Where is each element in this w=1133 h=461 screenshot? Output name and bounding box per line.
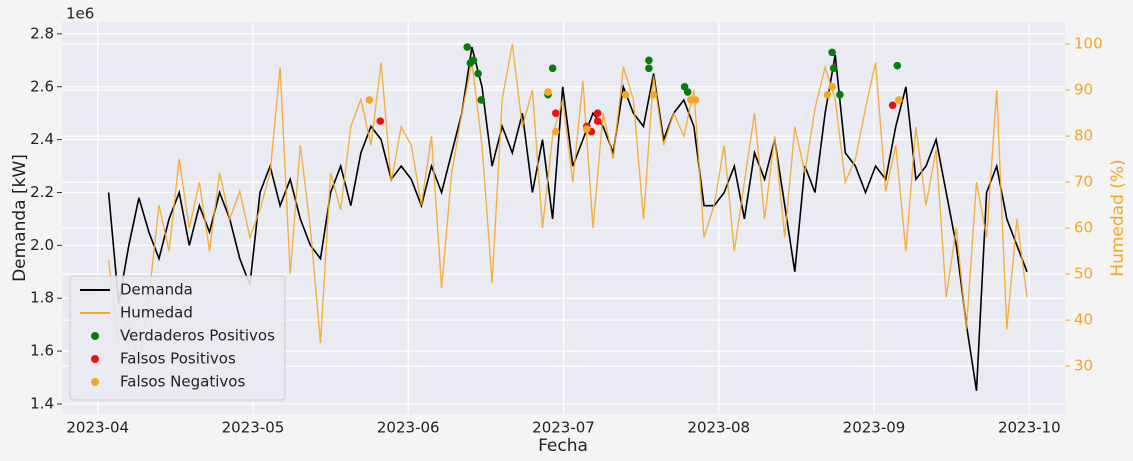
scatter-point: [593, 117, 602, 125]
x-tick-label: 2023-04: [66, 419, 129, 437]
legend-swatch: [91, 355, 99, 363]
y2-tick-label: 70: [1074, 173, 1093, 191]
x-tick-label: 2023-05: [222, 419, 285, 437]
scatter-point: [551, 127, 560, 136]
y-axis-label: Demanda [kW]: [10, 154, 30, 282]
legend-label: Falsos Positivos: [120, 350, 236, 368]
y-tick-label: 2.4: [30, 130, 54, 148]
scatter-point: [888, 101, 897, 110]
scatter-point: [829, 64, 838, 73]
scatter-point: [365, 96, 374, 104]
y2-tick-label: 40: [1074, 311, 1093, 329]
legend-label: Humedad: [120, 304, 193, 322]
y2-tick-label: 100: [1074, 35, 1103, 53]
x-tick-label: 2023-07: [532, 419, 595, 437]
scatter-point: [691, 96, 700, 104]
scatter-point: [477, 96, 486, 104]
scatter-point: [828, 82, 836, 91]
y2-axis-label: Humedad (%): [1108, 159, 1128, 276]
scatter-point: [893, 61, 902, 70]
scatter-point: [645, 56, 653, 65]
y-tick-label: 2.2: [30, 183, 54, 201]
scatter-point: [645, 64, 653, 73]
scatter-point: [474, 69, 482, 78]
x-tick-label: 2023-09: [843, 419, 906, 437]
scatter-point: [649, 90, 658, 99]
x-tick-label: 2023-10: [998, 419, 1061, 437]
scatter-point: [836, 90, 844, 99]
scatter-point: [544, 88, 552, 96]
y-offset-label: 1e6: [66, 5, 94, 23]
legend-label: Falsos Negativos: [120, 373, 245, 391]
legend-label: Demanda: [120, 281, 193, 299]
scatter-point: [823, 90, 832, 99]
scatter-point: [683, 88, 692, 96]
y2-tick-label: 50: [1074, 265, 1093, 283]
legend-label: Verdaderos Positivos: [120, 327, 275, 345]
scatter-point: [895, 96, 903, 104]
y2-tick-label: 80: [1074, 127, 1093, 145]
legend-swatch: [91, 378, 99, 386]
y-tick-label: 1.4: [30, 394, 54, 412]
legend-box: [69, 275, 286, 401]
x-tick-label: 2023-06: [377, 419, 440, 437]
y2-tick-label: 60: [1074, 219, 1093, 237]
scatter-point: [469, 56, 478, 65]
scatter-point: [582, 125, 591, 133]
series-line: [107, 43, 1028, 367]
scatter-point: [828, 48, 836, 57]
x-tick-label: 2023-08: [687, 419, 750, 437]
y-tick-label: 2.8: [30, 24, 54, 42]
y2-tick-label: 90: [1074, 81, 1093, 99]
y-tick-label: 2.0: [30, 236, 54, 254]
y-tick-label: 2.6: [30, 77, 54, 95]
legend-swatch: [91, 332, 99, 340]
scatter-point: [376, 117, 385, 125]
y-tick-label: 1.6: [30, 342, 54, 360]
y2-tick-label: 30: [1074, 357, 1093, 375]
x-axis-label: Fecha: [538, 436, 588, 456]
scatter-point: [463, 43, 472, 51]
series-line: [107, 46, 1028, 391]
scatter-point: [621, 90, 630, 99]
y-tick-label: 1.8: [30, 289, 54, 307]
scatter-point: [593, 109, 602, 117]
scatter-point: [551, 109, 560, 117]
scatter-point: [548, 64, 557, 73]
